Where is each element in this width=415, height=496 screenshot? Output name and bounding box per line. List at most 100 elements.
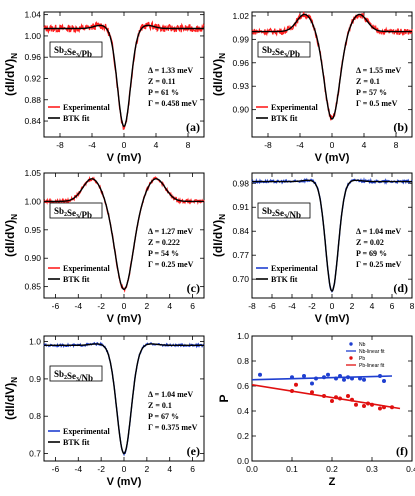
- x-tick-label: -4: [288, 301, 296, 311]
- data-point: [322, 375, 326, 380]
- fit-parameter: Γ = 0.5 meV: [356, 99, 398, 108]
- x-tick-label: 6: [190, 464, 195, 474]
- data-point: [362, 404, 366, 408]
- y-tick-label: 1.05: [24, 168, 41, 178]
- panel-a: -8 -4 0 4 8 0.84 0.88 0.92 0.96 1.00 1.04 V (mV) (dI…: [3, 10, 205, 164]
- fit-parameter: Δ = 1.04 meV: [148, 390, 193, 399]
- fit-parameter: Z = 0.1: [148, 401, 172, 410]
- x-tick-label: 6: [390, 301, 395, 311]
- y-tick-label: 0.8: [237, 356, 249, 366]
- y-tick-label: 0.70: [232, 274, 249, 284]
- legend-label-experimental: Experimental: [63, 103, 110, 112]
- y-tick-label: 1.0: [237, 331, 249, 341]
- x-tick-label: -2: [308, 301, 316, 311]
- data-point: [326, 372, 330, 377]
- y-tick-label: 0.92: [24, 73, 41, 83]
- panel-label: (b): [393, 120, 408, 134]
- data-point: [310, 390, 314, 395]
- data-point: [366, 401, 370, 406]
- fit-parameter: Γ = 0.458 meV: [148, 99, 198, 108]
- x-axis-title: Z: [329, 476, 336, 488]
- panel-label: (f): [396, 444, 408, 458]
- x-tick-label: 4: [154, 140, 159, 150]
- data-point: [358, 376, 362, 381]
- y-axis-title: (dI/dV)N: [3, 53, 19, 96]
- x-tick-label: -4: [88, 140, 96, 150]
- fit-parameter: Δ = 1.04 meV: [356, 227, 401, 236]
- x-tick-label: 2: [144, 301, 149, 311]
- data-point: [310, 381, 314, 386]
- x-tick-label: -8: [56, 140, 64, 150]
- x-tick-label: -6: [52, 464, 60, 474]
- y-tick-label: 0.91: [232, 202, 249, 212]
- linear-fit-line: [251, 375, 393, 381]
- fit-parameter: P = 57 %: [356, 88, 387, 97]
- y-tick-label: 0.99: [232, 34, 249, 44]
- experimental-curve: [43, 20, 205, 130]
- x-axis-title: V (mV): [107, 152, 142, 164]
- panel-e: -6 -4 -2 0 2 4 6 0.7 0.8 0.9 1.0 V (mV) (dI/dV)N Sb2S…: [3, 335, 205, 488]
- y-tick-label: 1.02: [232, 11, 249, 21]
- legend-label-experimental: Experimental: [63, 427, 110, 436]
- legend-label: Pb-linear fit: [359, 363, 385, 369]
- material-label: Sb2Se3/Pb: [262, 45, 300, 59]
- y-axis-title: (dI/dV)N: [211, 214, 227, 257]
- material-box: [49, 365, 103, 382]
- y-tick-label: 0.88: [24, 95, 41, 105]
- plot-frame: [251, 335, 413, 462]
- x-tick-label: 0: [330, 301, 335, 311]
- data-point: [258, 372, 262, 377]
- y-tick-label: 0.90: [232, 105, 249, 115]
- data-point: [334, 376, 338, 381]
- btk-fit-curve: [44, 178, 204, 291]
- y-tick-label: 1.0: [29, 337, 41, 347]
- panel-d: -8 -6 -4 -2 0 2 4 6 8 0.70 0.77 0.84 0.91 0.98 V (mV) (…: [211, 172, 415, 325]
- panel-label: (e): [187, 444, 200, 458]
- y-axis-title: (dI/dV)N: [3, 377, 19, 420]
- y-axis-title: (dI/dV)N: [3, 214, 19, 257]
- x-tick-label: 4: [370, 301, 375, 311]
- y-tick-label: 1.04: [24, 10, 41, 20]
- material-label: Sb2Se3/Pb: [54, 45, 92, 59]
- fit-parameter: Z = 0.222: [148, 238, 180, 247]
- x-axis-title: V (mV): [315, 313, 350, 325]
- panel-label: (c): [187, 281, 200, 295]
- panel-c: -6 -4 -2 0 2 4 6 0.85 0.90 0.95 1.00 1.05 V (mV) (dI/…: [3, 168, 205, 325]
- legend-label-fit: BTK fit: [271, 114, 298, 123]
- data-point: [378, 374, 382, 378]
- data-point: [290, 389, 294, 393]
- x-tick-label: -8: [264, 140, 272, 150]
- x-tick-label: -4: [75, 301, 83, 311]
- btk-fit-curve: [252, 179, 412, 293]
- data-point: [290, 375, 294, 380]
- y-tick-label: 0.96: [232, 58, 249, 68]
- data-point: [354, 402, 358, 407]
- y-tick-label: 0.4: [237, 406, 249, 416]
- y-tick-label: 0.95: [24, 225, 41, 235]
- fit-parameter: Z = 0.1: [356, 77, 380, 86]
- data-point: [362, 377, 366, 382]
- data-point: [346, 375, 350, 380]
- x-tick-label: 0.1: [286, 464, 298, 474]
- legend-label-experimental: Experimental: [271, 103, 318, 112]
- y-axis-title: P: [217, 394, 231, 402]
- y-tick-label: 1.00: [24, 31, 41, 41]
- legend-label-fit: BTK fit: [63, 438, 90, 447]
- y-tick-label: 0.96: [24, 52, 41, 62]
- x-tick-label: 4: [167, 301, 172, 311]
- x-tick-label: 0.0: [246, 464, 258, 474]
- fit-parameter: Γ = 0.375 meV: [148, 423, 198, 432]
- x-tick-label: 0.2: [326, 464, 338, 474]
- y-tick-label: 1.00: [24, 196, 41, 206]
- x-tick-label: 0.4: [406, 464, 415, 474]
- x-tick-label: 0: [122, 464, 127, 474]
- y-tick-label: 0.7: [29, 449, 41, 459]
- x-tick-label: -6: [52, 301, 60, 311]
- x-axis-title: V (mV): [107, 476, 142, 488]
- x-tick-label: -6: [268, 301, 276, 311]
- x-tick-label: 8: [186, 140, 191, 150]
- fit-parameter: Z = 0.02: [356, 238, 384, 247]
- x-tick-label: 4: [167, 464, 172, 474]
- x-tick-label: -4: [296, 140, 304, 150]
- fit-parameter: P = 54 %: [148, 249, 179, 258]
